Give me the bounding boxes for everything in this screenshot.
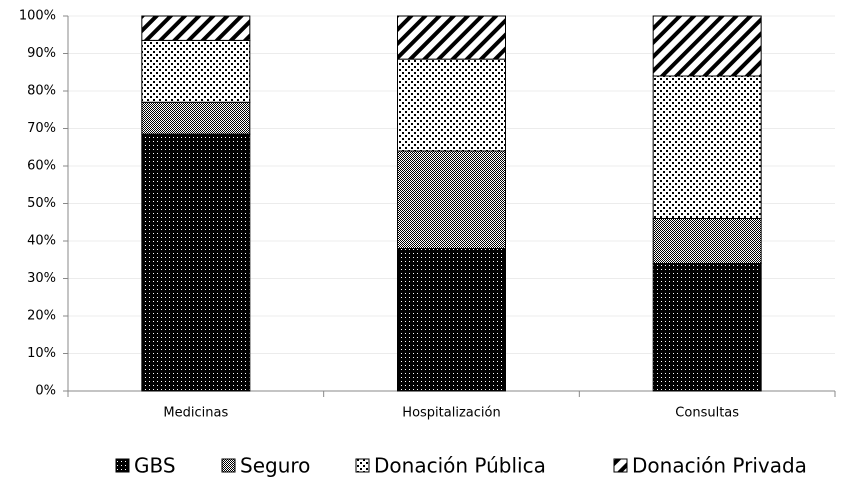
bar-segment xyxy=(141,133,251,392)
y-tick-label: 40% xyxy=(27,234,56,249)
y-tick-label: 80% xyxy=(27,84,56,99)
legend-swatch xyxy=(613,458,628,473)
legend-label: Donación Pública xyxy=(374,454,546,478)
y-tick-label: 60% xyxy=(27,159,56,174)
bar-segment xyxy=(652,75,762,219)
bar-segment xyxy=(141,101,251,135)
legend-label: Donación Privada xyxy=(632,454,807,478)
bar-segment xyxy=(652,15,762,77)
bar-segment xyxy=(397,58,506,152)
y-tick-label: 90% xyxy=(27,46,56,61)
bar-segment xyxy=(397,150,506,249)
legend-swatch xyxy=(221,458,236,473)
y-tick-label: 50% xyxy=(27,196,56,211)
legend-label: GBS xyxy=(134,454,176,478)
bar-segment xyxy=(141,39,251,103)
legend-swatch xyxy=(115,458,130,473)
bar-segment xyxy=(652,218,762,264)
y-tick-label: 100% xyxy=(19,9,56,24)
x-tick-label: Medicinas xyxy=(163,406,228,421)
y-tick-label: 0% xyxy=(35,384,56,399)
bar-segment xyxy=(141,15,251,41)
bar-segment xyxy=(652,263,762,392)
x-tick-label: Consultas xyxy=(675,406,739,421)
bar-segment xyxy=(397,248,506,392)
y-tick-label: 20% xyxy=(27,309,56,324)
y-tick-label: 30% xyxy=(27,271,56,286)
y-tick-label: 70% xyxy=(27,121,56,136)
x-tick-label: Hospitalización xyxy=(402,406,500,421)
y-tick-label: 10% xyxy=(27,346,56,361)
bar-segment xyxy=(397,15,506,60)
legend-swatch xyxy=(355,458,370,473)
legend-label: Seguro xyxy=(240,454,310,478)
